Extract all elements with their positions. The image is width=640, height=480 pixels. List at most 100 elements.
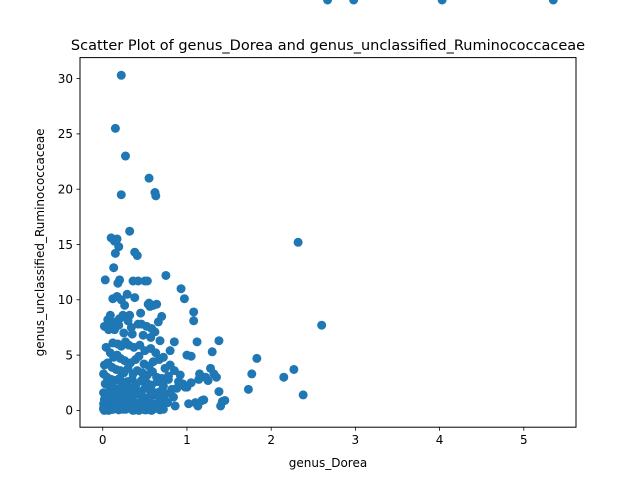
- data-point: [437, 0, 447, 5]
- data-point: [186, 351, 196, 361]
- data-point: [147, 405, 157, 415]
- data-point: [160, 363, 170, 373]
- data-point: [113, 278, 123, 288]
- data-point: [110, 123, 120, 133]
- data-point: [323, 0, 333, 5]
- data-point: [293, 237, 303, 247]
- data-point: [126, 322, 136, 332]
- data-point: [161, 270, 171, 280]
- y-axis-ticks: 0 5 10 15 20 25 30: [58, 72, 80, 418]
- data-point: [136, 308, 146, 318]
- y-tick-label: 25: [58, 127, 73, 141]
- data-point: [125, 226, 135, 236]
- data-point: [317, 320, 327, 330]
- data-point: [214, 336, 224, 346]
- data-point: [349, 0, 359, 5]
- data-point: [168, 392, 178, 402]
- data-point: [214, 387, 224, 397]
- y-axis-label: genus_unclassified_Ruminococcaceae: [33, 128, 47, 356]
- data-point: [179, 294, 189, 304]
- data-point: [163, 374, 173, 384]
- data-point: [144, 298, 154, 308]
- data-point: [289, 364, 299, 374]
- data-point: [157, 311, 167, 321]
- data-point: [116, 70, 126, 80]
- data-point: [176, 284, 186, 294]
- data-point: [211, 372, 221, 382]
- x-tick-label: 3: [352, 433, 360, 447]
- y-tick-label: 30: [58, 72, 73, 86]
- x-tick-label: 2: [267, 433, 275, 447]
- data-point: [155, 405, 165, 415]
- data-point: [138, 330, 148, 340]
- data-point: [123, 316, 133, 326]
- data-point: [252, 353, 262, 363]
- data-point: [120, 151, 130, 161]
- data-point: [110, 248, 120, 258]
- data-point: [169, 337, 179, 347]
- data-point: [152, 299, 162, 309]
- data-point: [140, 405, 150, 415]
- x-tick-label: 5: [520, 433, 528, 447]
- data-point: [109, 263, 119, 273]
- data-point: [192, 337, 202, 347]
- data-point: [207, 347, 217, 357]
- plot-frame: [79, 57, 577, 428]
- y-tick-label: 0: [65, 404, 73, 418]
- data-point: [243, 384, 253, 394]
- data-point: [114, 320, 124, 330]
- data-point: [116, 190, 126, 200]
- data-point: [134, 351, 144, 361]
- data-point: [144, 173, 154, 183]
- data-point: [133, 276, 143, 286]
- data-point: [163, 398, 173, 408]
- data-point: [120, 300, 130, 310]
- data-point: [203, 376, 213, 386]
- y-tick-label: 5: [65, 348, 73, 362]
- x-tick-label: 4: [436, 433, 444, 447]
- data-point: [189, 307, 199, 317]
- data-point: [146, 332, 156, 342]
- data-point: [298, 390, 308, 400]
- data-point: [165, 346, 175, 356]
- data-point: [193, 401, 203, 411]
- data-point: [112, 234, 122, 244]
- data-points: [99, 0, 558, 415]
- x-tick-label: 0: [99, 433, 107, 447]
- data-point: [126, 401, 136, 411]
- data-point: [122, 289, 132, 299]
- data-point: [186, 378, 196, 388]
- y-tick-label: 15: [58, 238, 73, 252]
- data-point: [167, 384, 177, 394]
- x-tick-label: 1: [183, 433, 191, 447]
- data-point: [151, 348, 161, 358]
- data-point: [199, 395, 209, 405]
- data-point: [104, 325, 114, 335]
- data-point: [114, 242, 124, 252]
- data-point: [142, 276, 152, 286]
- data-point: [216, 401, 226, 411]
- data-point: [279, 372, 289, 382]
- y-tick-label: 10: [58, 293, 73, 307]
- data-point: [100, 275, 110, 285]
- data-point: [154, 355, 164, 365]
- data-point: [184, 399, 194, 409]
- data-point: [155, 336, 165, 346]
- x-axis-label: genus_Dorea: [289, 456, 367, 470]
- data-point: [151, 191, 161, 201]
- data-point: [132, 251, 142, 261]
- data-point: [119, 398, 129, 408]
- y-tick-label: 20: [58, 183, 73, 197]
- data-point: [127, 329, 137, 339]
- data-point: [105, 310, 115, 320]
- data-point: [247, 369, 257, 379]
- chart-title: Scatter Plot of genus_Dorea and genus_un…: [71, 38, 585, 54]
- data-point: [548, 0, 558, 5]
- data-point: [119, 328, 129, 338]
- data-point: [189, 316, 199, 326]
- x-axis-ticks: 0 1 2 3 4 5: [99, 427, 528, 447]
- data-point: [130, 293, 140, 303]
- data-point: [170, 401, 180, 411]
